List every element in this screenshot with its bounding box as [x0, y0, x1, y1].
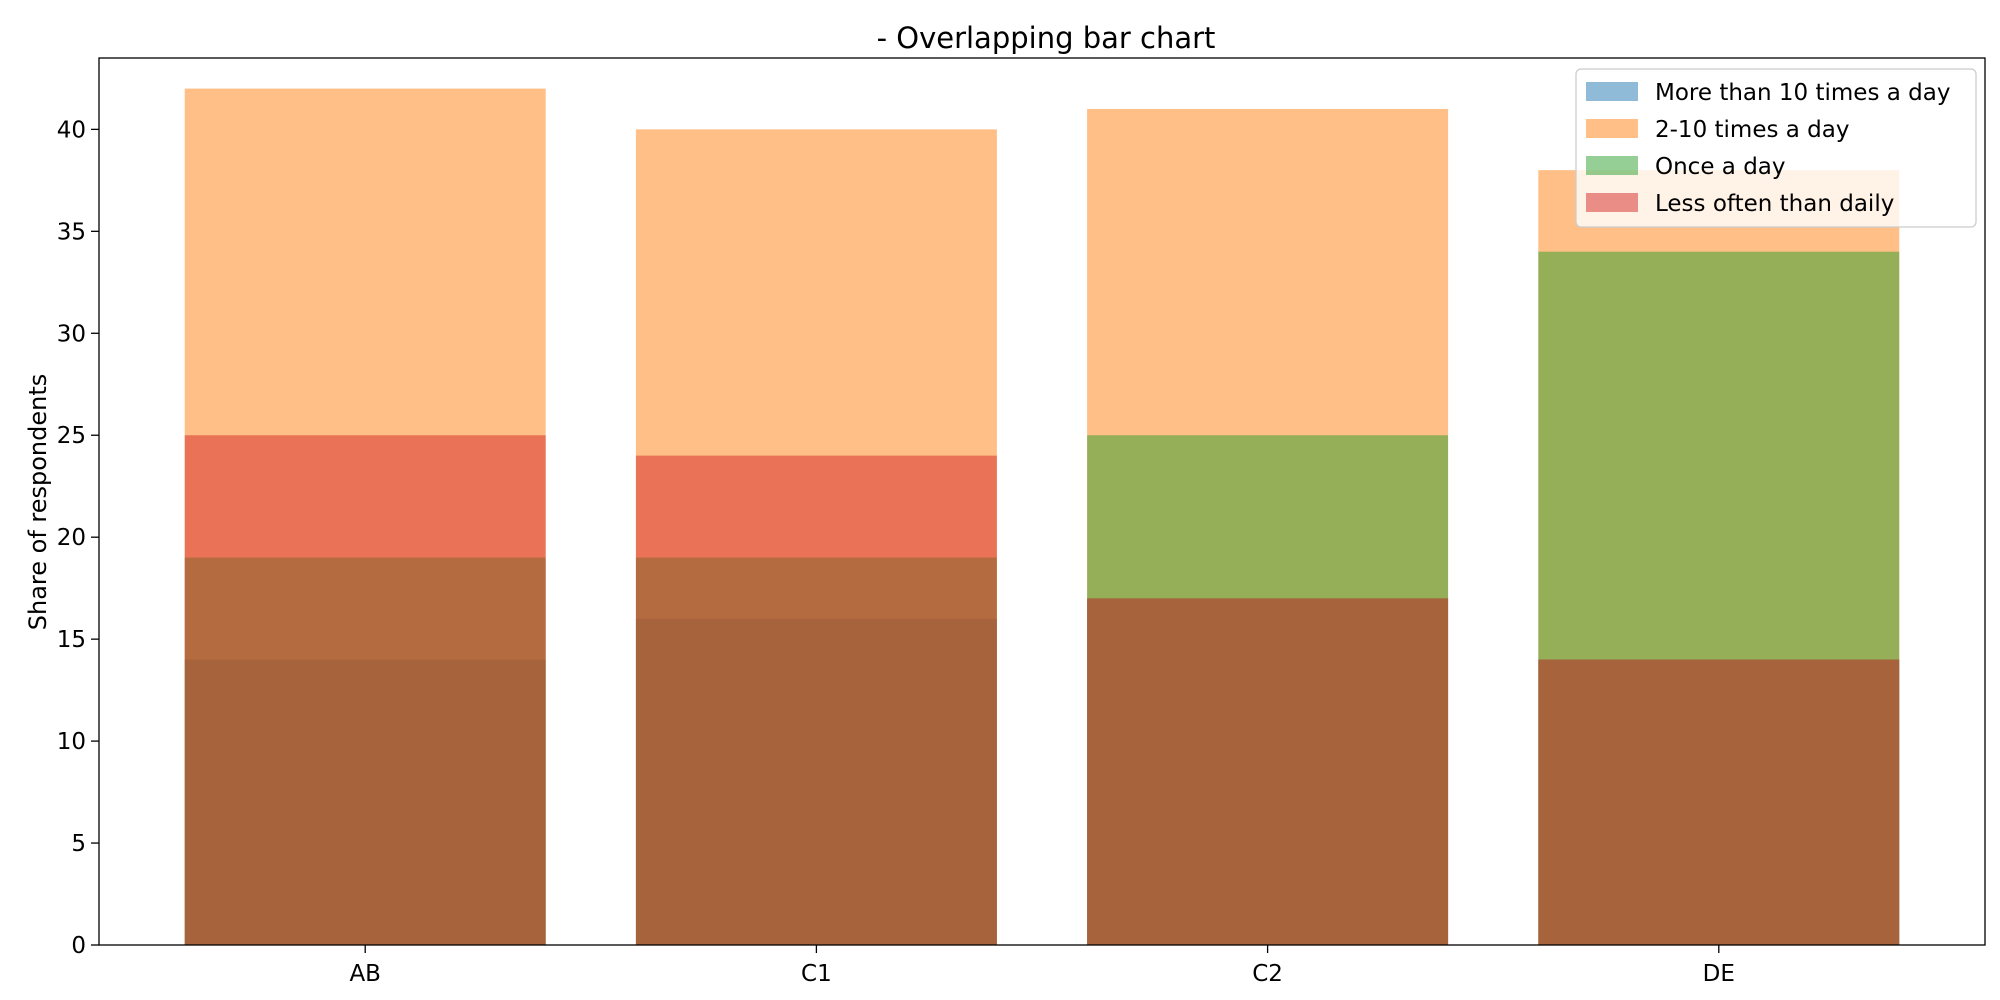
x-tick-label-c1: C1 [801, 961, 832, 987]
bar-less-often-than-daily-ab [184, 435, 546, 945]
bar-less-often-than-daily-c1 [635, 455, 997, 945]
y-tick-label: 20 [57, 525, 86, 551]
bar-less-often-than-daily-c2 [1087, 598, 1449, 945]
legend-swatch [1586, 82, 1638, 101]
legend-box [1575, 68, 1977, 228]
y-tick-label: 15 [57, 627, 86, 653]
legend-swatch [1586, 156, 1638, 175]
y-tick-label: 35 [57, 219, 86, 245]
y-axis-label: Share of respondents [24, 374, 52, 631]
plot-frame [98, 57, 1986, 946]
legend: More than 10 times a day 2-10 times a day… [1575, 68, 1977, 228]
legend-label: Less often than daily [1655, 191, 1894, 217]
y-tick-label: 10 [57, 729, 86, 755]
y-tick-label: 0 [71, 933, 86, 959]
x-tick-label-c2: C2 [1252, 961, 1283, 987]
y-tick-label: 5 [71, 831, 86, 857]
legend-label: 2-10 times a day [1655, 117, 1849, 143]
y-tick-label: 25 [57, 423, 86, 449]
chart-title: - Overlapping bar chart [877, 21, 1216, 55]
legend-swatch [1586, 193, 1638, 212]
legend-swatch [1586, 119, 1638, 138]
legend-label: More than 10 times a day [1655, 80, 1950, 106]
y-tick-label: 30 [57, 321, 86, 347]
bar-less-often-than-daily-de [1538, 659, 1900, 945]
x-ticks: AB C1 C2 DE [349, 945, 1735, 987]
legend-label: Once a day [1655, 154, 1786, 180]
x-tick-label-ab: AB [349, 961, 381, 987]
y-ticks: 0 5 10 15 20 25 30 35 40 [57, 117, 99, 959]
x-tick-label-de: DE [1703, 961, 1735, 987]
y-tick-label: 40 [57, 117, 86, 143]
bars-layer [184, 88, 1900, 946]
